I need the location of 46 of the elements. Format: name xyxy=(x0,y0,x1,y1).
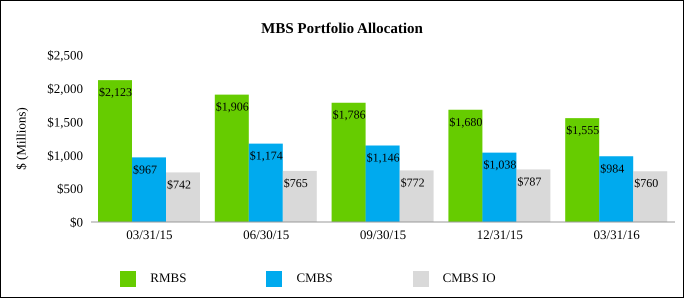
bar xyxy=(166,172,200,222)
bar xyxy=(516,169,550,222)
y-tick-label: $2,500 xyxy=(47,48,83,63)
bar xyxy=(132,157,166,222)
x-tick-label: 12/31/15 xyxy=(476,227,523,242)
bar xyxy=(633,171,668,222)
x-tick-label: 09/30/15 xyxy=(360,227,406,242)
data-label: $772 xyxy=(400,175,425,190)
data-label: $765 xyxy=(284,176,308,190)
data-label: $2,123 xyxy=(99,85,132,100)
y-tick-label: $1,000 xyxy=(47,148,83,163)
data-label: $760 xyxy=(634,176,658,190)
data-label: $1,680 xyxy=(449,114,482,129)
x-tick-label: 06/30/15 xyxy=(243,227,290,242)
data-label: $1,786 xyxy=(332,108,366,122)
data-label: $1,146 xyxy=(366,150,400,164)
bar xyxy=(98,80,132,222)
y-tick-label: $500 xyxy=(57,181,83,196)
y-tick-label: $2,000 xyxy=(47,81,83,96)
bar xyxy=(448,110,482,222)
x-tick-label: 03/31/16 xyxy=(593,227,640,242)
data-label: $1,555 xyxy=(566,123,600,138)
bar xyxy=(400,170,434,222)
y-tick-label: $1,500 xyxy=(47,114,83,130)
data-label: $984 xyxy=(600,161,624,176)
data-label: $1,174 xyxy=(250,148,283,163)
data-label: $1,038 xyxy=(483,158,516,172)
y-axis-title: $ (Millions) xyxy=(14,107,29,170)
data-label: $742 xyxy=(167,177,192,192)
data-label: $787 xyxy=(517,174,542,188)
bar xyxy=(565,118,600,222)
y-tick-label: $0 xyxy=(70,214,83,230)
bar xyxy=(214,94,249,222)
bar xyxy=(282,170,317,222)
legend-label: CMBS IO xyxy=(442,270,496,285)
legend-label: CMBS xyxy=(296,270,333,285)
chart-title: MBS Portfolio Allocation xyxy=(260,21,424,38)
x-tick-label: 03/31/15 xyxy=(126,227,173,242)
data-label: $967 xyxy=(133,162,158,176)
bar xyxy=(332,102,366,222)
bar xyxy=(482,152,516,222)
legend-label: RMBS xyxy=(150,270,186,285)
data-label: $1,906 xyxy=(216,100,249,114)
bar xyxy=(248,144,283,222)
bar xyxy=(599,156,634,222)
bar xyxy=(366,145,400,222)
